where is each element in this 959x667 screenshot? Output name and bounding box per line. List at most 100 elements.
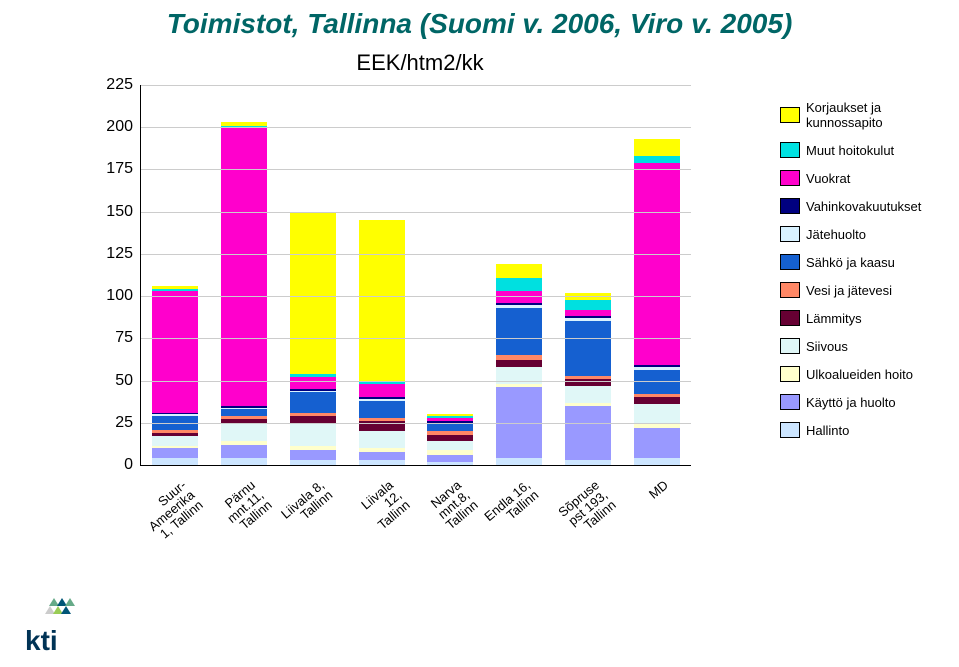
bar-segment: [290, 374, 336, 377]
legend-item: Korjaukset ja kunnossapito: [780, 100, 959, 130]
bar-segment: [152, 430, 198, 433]
bar-segment: [221, 441, 267, 444]
bar-segment: [565, 316, 611, 318]
legend-swatch: [780, 142, 800, 158]
x-tick-label: Endla 16, Tallinn: [482, 478, 541, 533]
bar-segment: [290, 423, 336, 447]
bar-segment: [496, 278, 542, 292]
bar-segment: [427, 435, 473, 442]
bar-segment: [221, 408, 267, 410]
legend-swatch: [780, 254, 800, 270]
legend-item: Lämmitys: [780, 310, 959, 326]
legend-item: Muut hoitokulut: [780, 142, 959, 158]
legend-swatch: [780, 422, 800, 438]
x-tick-label: Liivala 12, Tallinn: [358, 478, 411, 532]
legend-label: Siivous: [806, 339, 848, 354]
gridline: [141, 381, 691, 382]
gridline: [141, 423, 691, 424]
bar-segment: [634, 428, 680, 458]
bar-segment: [152, 413, 198, 415]
bar-segment: [152, 289, 198, 291]
legend-label: Lämmitys: [806, 311, 862, 326]
legend-item: Siivous: [780, 338, 959, 354]
bar-segment: [634, 370, 680, 394]
legend: Korjaukset ja kunnossapito Muut hoitokulu…: [780, 100, 959, 450]
legend-label: Jätehuolto: [806, 227, 866, 242]
legend-label: Sähkö ja kaasu: [806, 255, 895, 270]
bar-segment: [565, 318, 611, 321]
bar-segment: [359, 384, 405, 398]
bar-segment: [496, 458, 542, 465]
bar-segment: [290, 416, 336, 423]
bar-segment: [565, 321, 611, 375]
bar-segment: [290, 450, 336, 460]
bar-segment: [634, 139, 680, 156]
bar-segment: [152, 448, 198, 458]
y-tick-label: 200: [106, 118, 141, 136]
legend-swatch: [780, 394, 800, 410]
bar-segment: [359, 220, 405, 380]
bar-segment: [359, 418, 405, 421]
bar-segment: [221, 416, 267, 419]
x-tick-label: MD: [646, 478, 670, 501]
legend-item: Vahinkovakuutukset: [780, 198, 959, 214]
bar-segment: [359, 401, 405, 418]
bar-segment: [359, 431, 405, 448]
bar-segment: [427, 418, 473, 421]
bar-segment: [359, 460, 405, 465]
y-tick-label: 125: [106, 245, 141, 263]
kti-logo: kti: [25, 576, 115, 657]
bar-segment: [496, 384, 542, 387]
bar-segment: [359, 452, 405, 460]
bar-segment: [152, 286, 198, 289]
gridline: [141, 296, 691, 297]
bar-segment: [221, 406, 267, 408]
x-tick-label: Suur- Ameerika 1, Tallinn: [138, 478, 205, 543]
y-tick-label: 75: [115, 329, 141, 347]
legend-item: Sähkö ja kaasu: [780, 254, 959, 270]
bar-segment: [496, 303, 542, 305]
gridline: [141, 169, 691, 170]
legend-item: Vuokrat: [780, 170, 959, 186]
bar-segment: [496, 305, 542, 308]
legend-item: Hallinto: [780, 422, 959, 438]
legend-swatch: [780, 366, 800, 382]
bar-segment: [565, 300, 611, 310]
bar-segment: [221, 122, 267, 125]
bar-segment: [152, 414, 198, 416]
bar-segment: [427, 424, 473, 431]
y-tick-label: 25: [115, 414, 141, 432]
legend-item: Vesi ja jätevesi: [780, 282, 959, 298]
legend-label: Vesi ja jätevesi: [806, 283, 892, 298]
x-tick-label: Pärnu mnt.11, Tallinn: [217, 478, 275, 535]
bar-segment: [565, 310, 611, 317]
bar-segment: [359, 448, 405, 451]
bar-segment: [634, 458, 680, 465]
bar-segment: [427, 450, 473, 455]
bar-segment: [152, 446, 198, 448]
bar-segment: [565, 406, 611, 460]
bar-segment: [634, 397, 680, 404]
y-tick-label: 100: [106, 287, 141, 305]
bar-segment: [427, 431, 473, 434]
bar-segment: [565, 386, 611, 403]
bars-container: [141, 85, 691, 465]
y-axis-label: EEK/htm2/kk: [70, 50, 770, 76]
legend-label: Käyttö ja huolto: [806, 395, 896, 410]
bar-segment: [359, 397, 405, 399]
bar-segment: [634, 163, 680, 366]
legend-item: Käyttö ja huolto: [780, 394, 959, 410]
bar-segment: [496, 360, 542, 367]
gridline: [141, 127, 691, 128]
bar-segment: [427, 416, 473, 418]
legend-item: Ulkoalueiden hoito: [780, 366, 959, 382]
legend-label: Muut hoitokulut: [806, 143, 894, 158]
gridline: [141, 254, 691, 255]
y-tick-label: 0: [124, 456, 141, 474]
x-tick-label: Liivala 8, Tallinn: [279, 478, 335, 531]
bar-segment: [290, 377, 336, 389]
legend-label: Korjaukset ja kunnossapito: [806, 100, 959, 130]
bar-segment: [290, 413, 336, 416]
bar-segment: [221, 409, 267, 416]
bar-segment: [634, 156, 680, 163]
